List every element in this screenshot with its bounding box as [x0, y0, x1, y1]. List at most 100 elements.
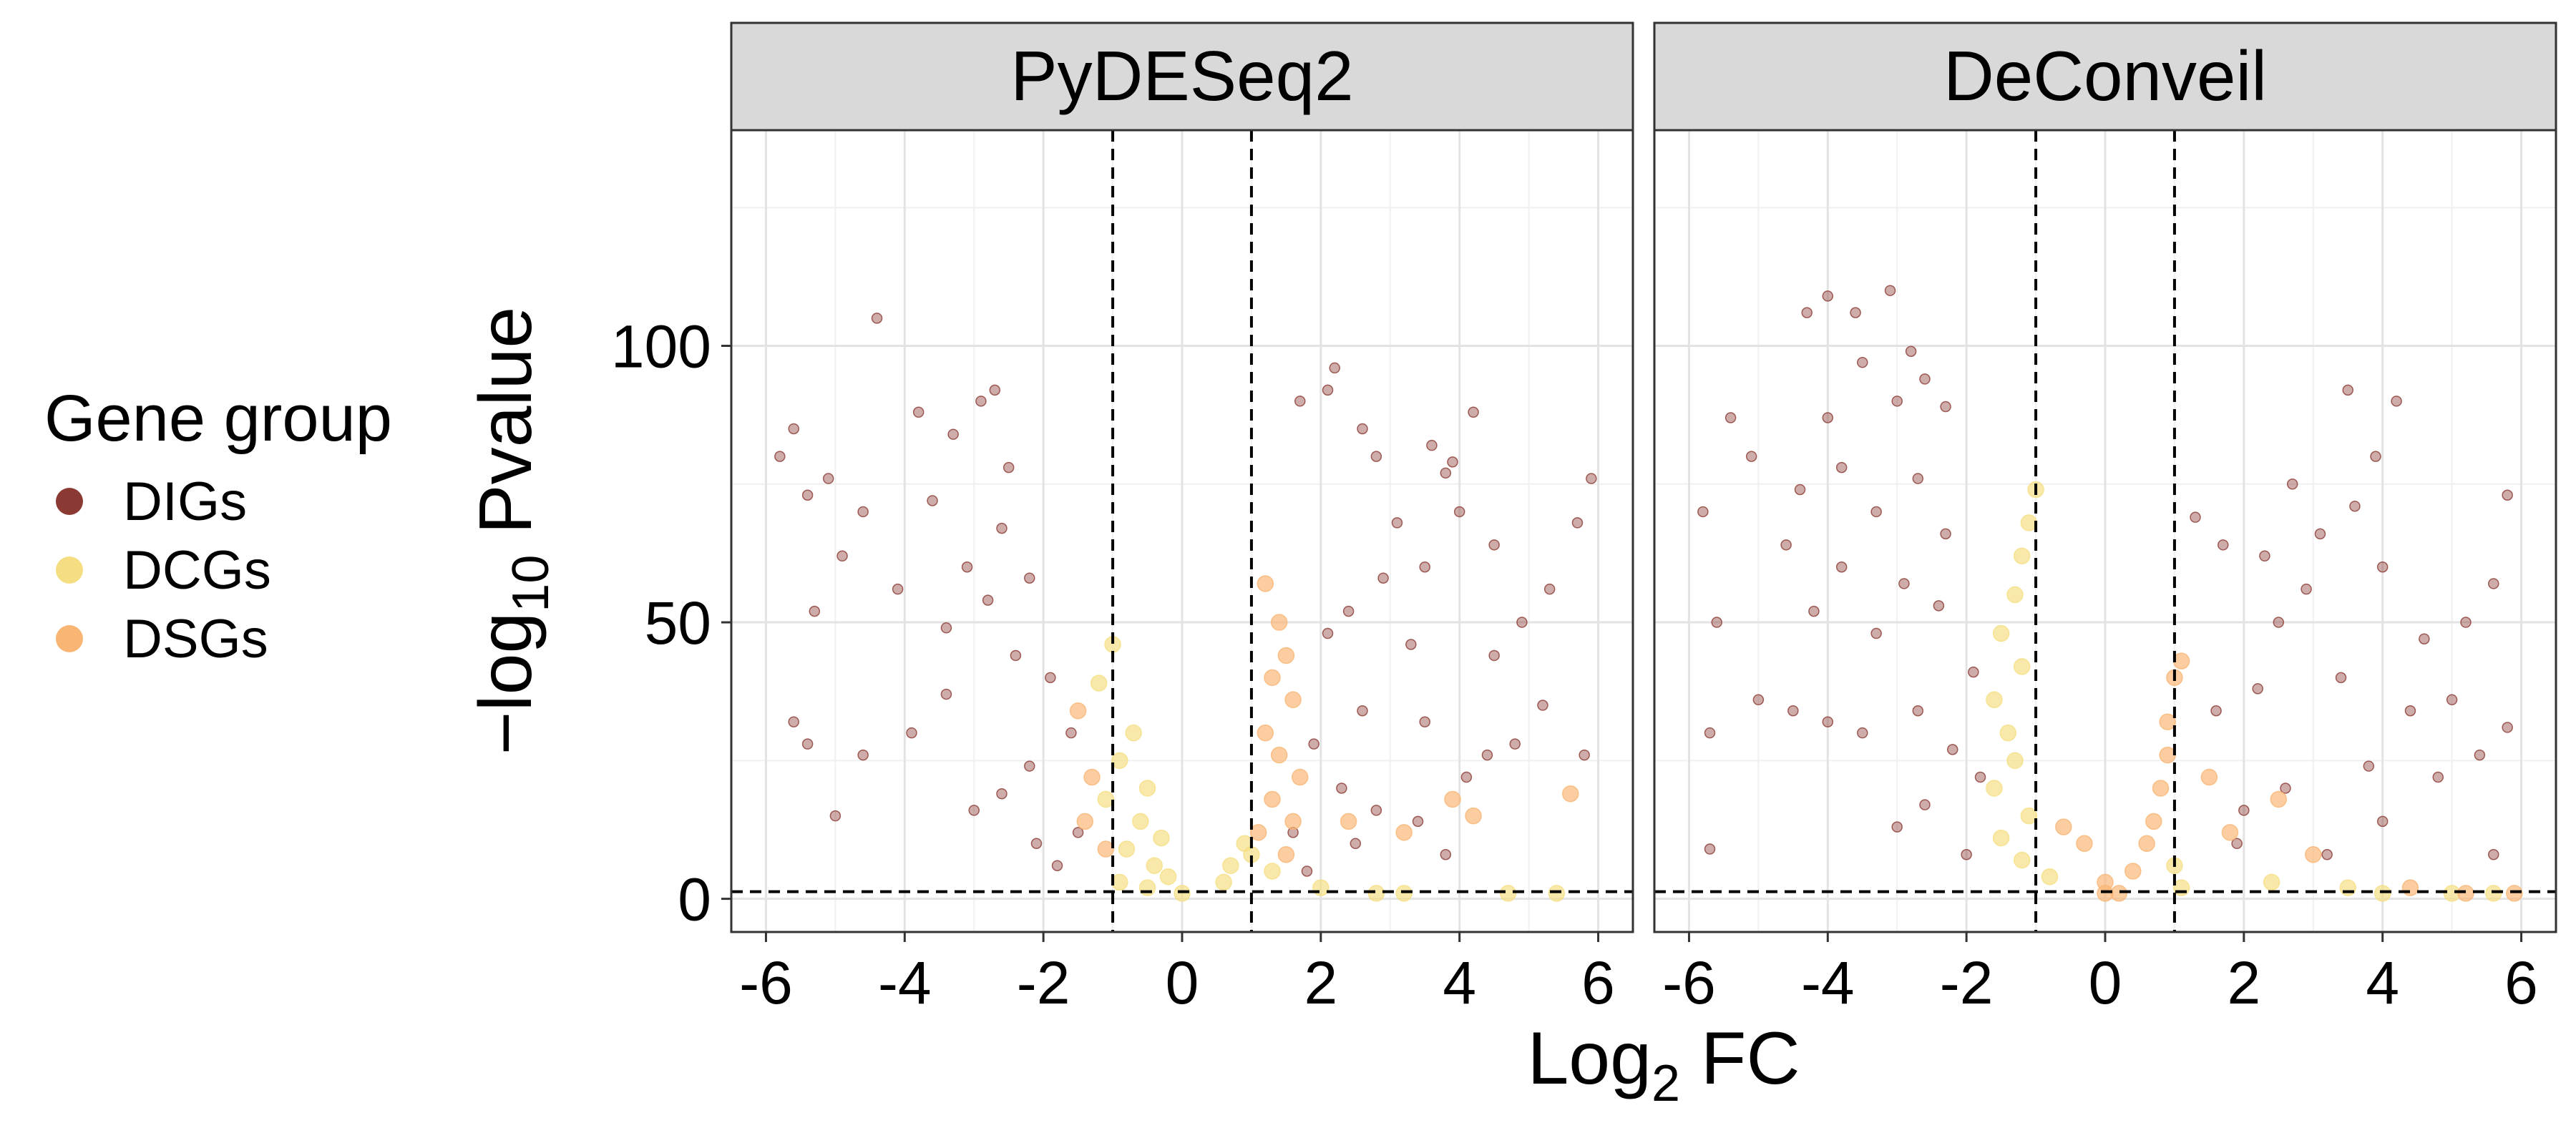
panel-1-point-digs [809, 605, 821, 617]
panel-1-point-dsgs [1444, 790, 1461, 808]
legend-entry-dsgs: DSGs [44, 604, 392, 673]
panel-1-point-digs [996, 788, 1008, 800]
panel-1-point-digs [1308, 738, 1319, 750]
panel-1-point-digs [1301, 865, 1313, 877]
panel-2-x-tick-label: -6 [1662, 949, 1716, 1016]
panel-1-point-digs [1294, 396, 1306, 407]
y-tick-label: 100 [611, 313, 711, 381]
panel-2-point-digs [2238, 805, 2250, 816]
legend-label-digs: DIGs [123, 471, 248, 532]
panel-1-point-digs [1329, 362, 1340, 374]
panel-1-point-digs [996, 522, 1008, 534]
panel-2-point-dcgs [2013, 851, 2031, 869]
panel-1-point-digs [1357, 423, 1368, 435]
panel-2-point-digs [2190, 511, 2201, 523]
panel-1-point-digs [1468, 406, 1479, 418]
panel-2-point-digs [1704, 727, 1716, 739]
panel-2-point-dsgs [2457, 885, 2474, 902]
panel-2-point-digs [1794, 484, 1806, 496]
panel-1-point-dsgs [1395, 824, 1413, 841]
y-tick-label: 0 [678, 866, 711, 933]
panel-2-point-digs [2335, 672, 2347, 684]
panel-2-point-digs [1891, 396, 1903, 407]
panel-1-point-dsgs [1277, 846, 1295, 863]
panel-2-point-digs [1724, 412, 1737, 423]
panel-1-point-digs [1051, 860, 1063, 871]
panel-1-point-digs [1357, 705, 1368, 717]
panel-1-point-digs [1509, 738, 1521, 750]
panel-1-point-digs [1488, 649, 1500, 662]
panel-1-point-digs [1488, 539, 1500, 551]
panel-1-strip [730, 21, 1634, 132]
panel-2-strip [1653, 21, 2557, 132]
panel-2-point-digs [2273, 617, 2285, 628]
panel-2-point-dsgs [2159, 713, 2176, 730]
panel-1-point-dsgs [1277, 647, 1295, 664]
panel-2-point-dsgs [2076, 835, 2093, 853]
panel-1-point-digs [1440, 849, 1452, 860]
panel-1-point-dcgs [1153, 829, 1170, 847]
panel-1-point-dcgs [1146, 857, 1163, 874]
panel-1-point-dcgs [1118, 840, 1136, 858]
panel-1-point-digs [1586, 473, 1597, 484]
panel-2-point-dcgs [2339, 879, 2356, 896]
panel-2-point-digs [1947, 744, 1958, 755]
legend-label-dcgs: DCGs [123, 539, 271, 601]
panel-1-x-tick-label: -2 [1017, 949, 1070, 1016]
panel-2-point-digs [1961, 849, 1972, 860]
panel-2-point-digs [1974, 771, 1986, 783]
panel-1-x-tick-label: -6 [739, 949, 793, 1016]
panel-2-point-digs [2259, 550, 2270, 562]
panel-1-point-digs [1002, 461, 1015, 474]
panel-2-point-dcgs [1986, 780, 2003, 797]
panel-2-point-digs [2218, 539, 2229, 551]
panel-2-point-dcgs [2013, 658, 2031, 675]
panel-1-point-dcgs [1395, 885, 1413, 902]
panel-1-point-digs [1460, 771, 1473, 783]
panel-2-point-digs [1857, 356, 1868, 368]
panel-2-point-digs [1940, 528, 1951, 540]
panel-2-point-digs [2231, 838, 2243, 850]
panel-2-point-digs [1870, 627, 1882, 639]
panel-1-point-digs [871, 313, 883, 324]
panel-2-point-digs [2488, 849, 2499, 860]
panel-1-point-digs [1543, 583, 1556, 595]
panel-2-point-dsgs [2138, 835, 2155, 853]
panel-1-point-digs [1412, 815, 1424, 828]
panel-1-point-digs [968, 805, 980, 816]
panel-1-point-digs [1481, 749, 1493, 761]
panel-2-point-digs [1808, 605, 1820, 617]
panel-2-point-digs [1822, 716, 1834, 727]
panel-1-point-dsgs [1264, 790, 1281, 808]
legend-title: Gene group [44, 382, 392, 455]
panel-1-point-dsgs [1284, 813, 1302, 830]
panel-1-point-dcgs [1090, 674, 1108, 692]
panel-1-point-dsgs [1270, 614, 1288, 631]
panel-2-point-digs [1898, 578, 1910, 589]
legend-key-dsgs [56, 625, 83, 652]
panel-1-point-dsgs [1264, 669, 1281, 687]
panel-2-point-digs [1850, 307, 1861, 318]
panel-1-point-digs [1537, 700, 1548, 711]
panel-2-point-dcgs [1986, 691, 2003, 709]
panel-2-point-digs [2419, 633, 2430, 645]
panel-1-point-digs [1024, 572, 1035, 584]
panel-1-x-tick-label: 4 [1443, 949, 1476, 1016]
panel-2-point-dcgs [2373, 885, 2391, 902]
panel-2-point-digs [1905, 345, 1917, 357]
panel-1-point-digs [989, 384, 1001, 396]
panel-1-point-digs [940, 688, 952, 700]
panel-1-point-digs [857, 749, 869, 761]
panel-2-point-dcgs [2263, 873, 2280, 891]
panel-2-point-digs [2376, 815, 2389, 828]
panel-2-point-dsgs [2401, 879, 2419, 896]
panel-1-point-digs [1030, 838, 1043, 850]
panel-1-point-dcgs [1174, 885, 1191, 902]
panel-2-point-digs [1822, 290, 1834, 302]
panel-2-point-digs [2370, 451, 2381, 462]
panel-2-point-digs [1697, 506, 1709, 518]
panel-1-point-dsgs [1292, 768, 1309, 786]
legend-key-dcgs [56, 556, 83, 584]
panel-2-x-tick-label: 0 [2089, 949, 2122, 1016]
